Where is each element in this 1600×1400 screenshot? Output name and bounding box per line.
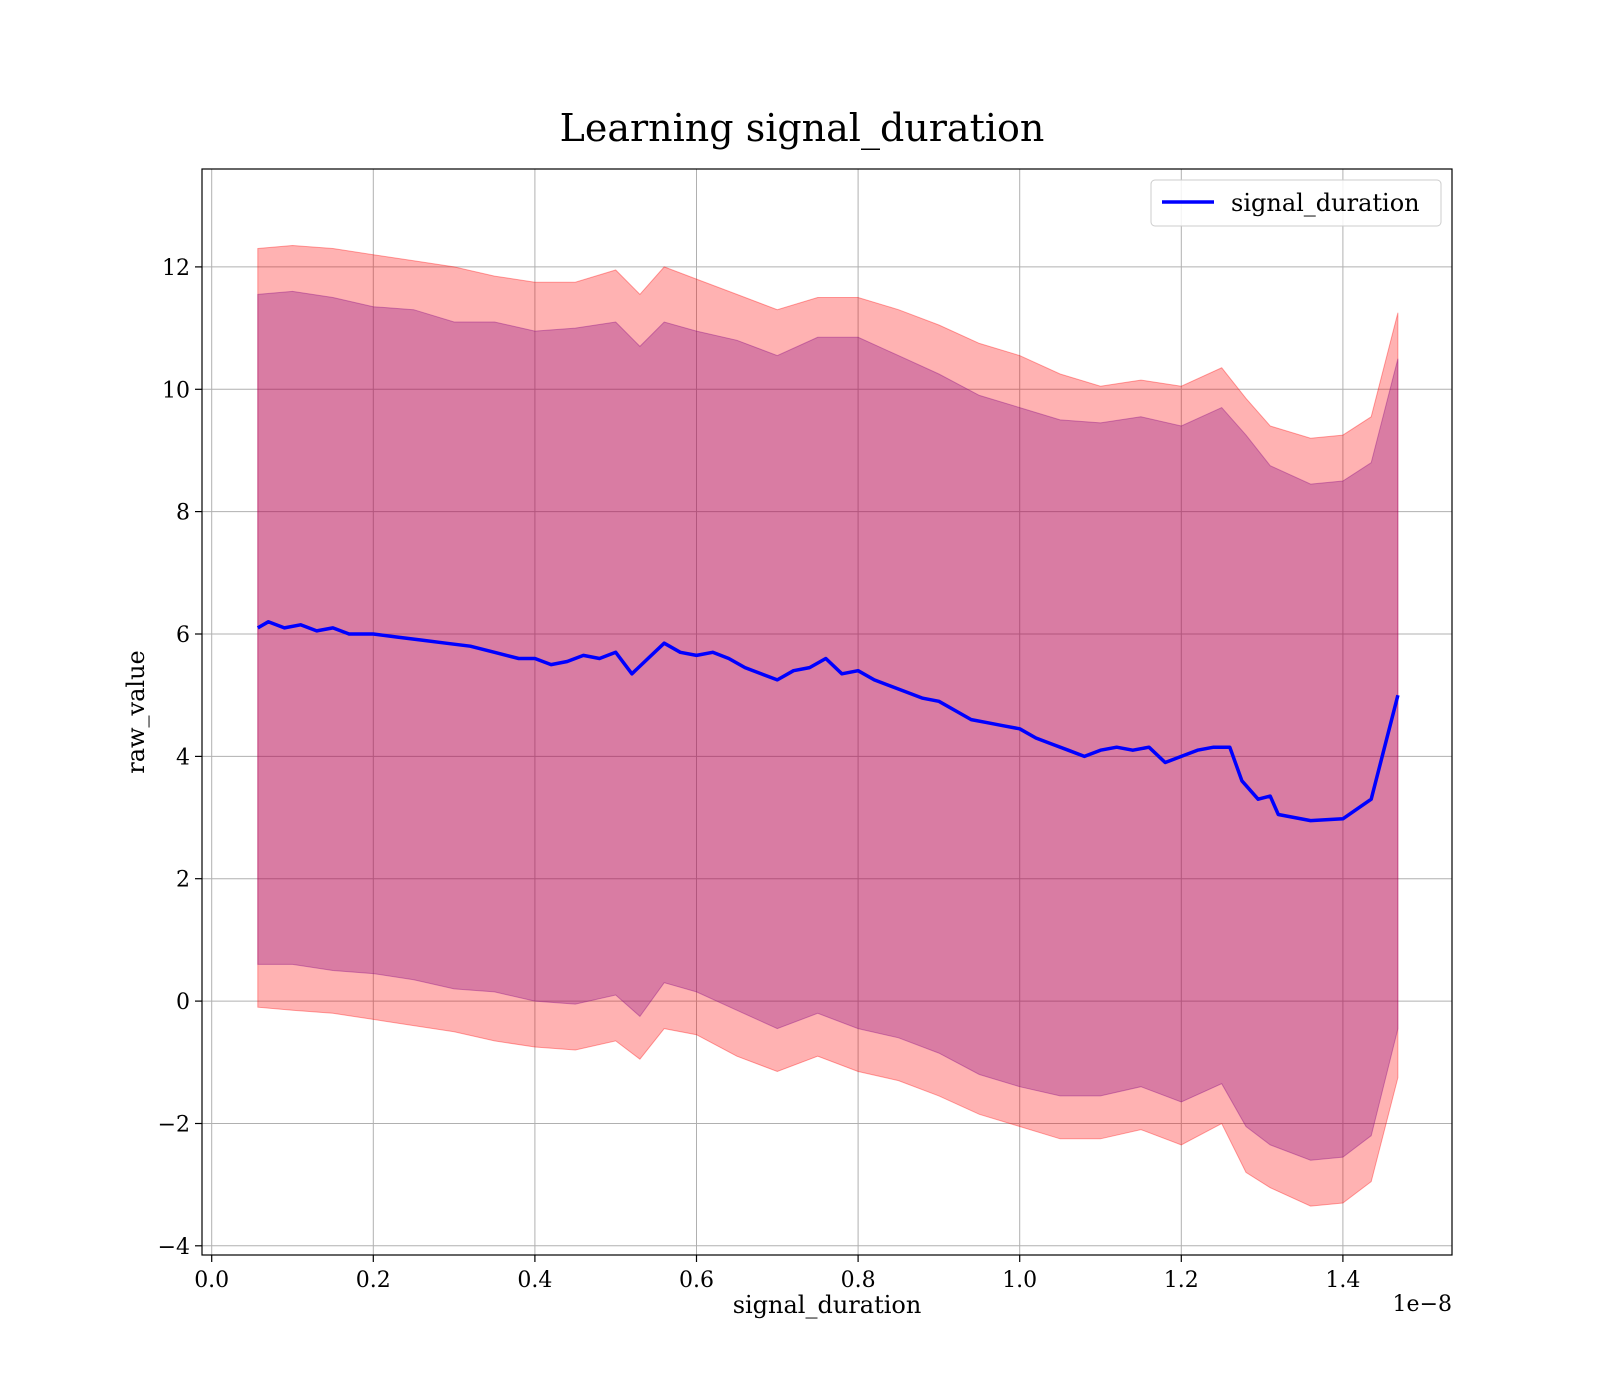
legend-label: signal_duration — [1231, 189, 1420, 217]
y-tick-label: 0 — [176, 990, 190, 1015]
x-axis-ticks: 0.0 0.2 0.4 0.6 0.8 1.0 1.2 1.4 — [194, 1255, 1360, 1293]
legend-box — [1150, 179, 1442, 227]
y-tick-label: 10 — [162, 378, 190, 403]
y-axis-ticks: −4 −2 0 2 4 6 8 10 12 — [158, 256, 202, 1260]
y-tick-label: −4 — [158, 1235, 190, 1260]
confidence-bands — [257, 244, 1399, 1207]
series-lines — [256, 620, 1400, 823]
confidence-band-1 — [257, 244, 1399, 1207]
legend: signal_duration — [1150, 179, 1442, 227]
y-tick-label: 6 — [176, 623, 190, 648]
x-tick-label: 0.6 — [679, 1268, 714, 1293]
y-axis-label: raw_value — [122, 650, 150, 774]
x-tick-label: 0.4 — [517, 1268, 552, 1293]
x-tick-label: 1.0 — [1002, 1268, 1037, 1293]
x-tick-label: 1.4 — [1325, 1268, 1360, 1293]
y-tick-label: 8 — [176, 501, 190, 526]
plot-frame — [201, 168, 1453, 1256]
x-tick-label: 0.8 — [841, 1268, 876, 1293]
y-tick-label: 12 — [162, 256, 190, 281]
x-tick-label: 0.0 — [194, 1268, 229, 1293]
y-tick-label: 4 — [176, 745, 190, 770]
confidence-band-2 — [257, 290, 1399, 1161]
y-tick-label: 2 — [176, 868, 190, 893]
series-line-1 — [256, 620, 1400, 823]
x-axis-label: signal_duration — [733, 1291, 922, 1319]
x-tick-label: 1.2 — [1164, 1268, 1199, 1293]
y-tick-label: −2 — [158, 1113, 190, 1138]
chart-title: Learning signal_duration — [560, 106, 1045, 151]
x-axis-offset-label: 1e−8 — [1393, 1292, 1452, 1317]
grid-lines — [202, 169, 1452, 1255]
x-tick-label: 0.2 — [356, 1268, 391, 1293]
